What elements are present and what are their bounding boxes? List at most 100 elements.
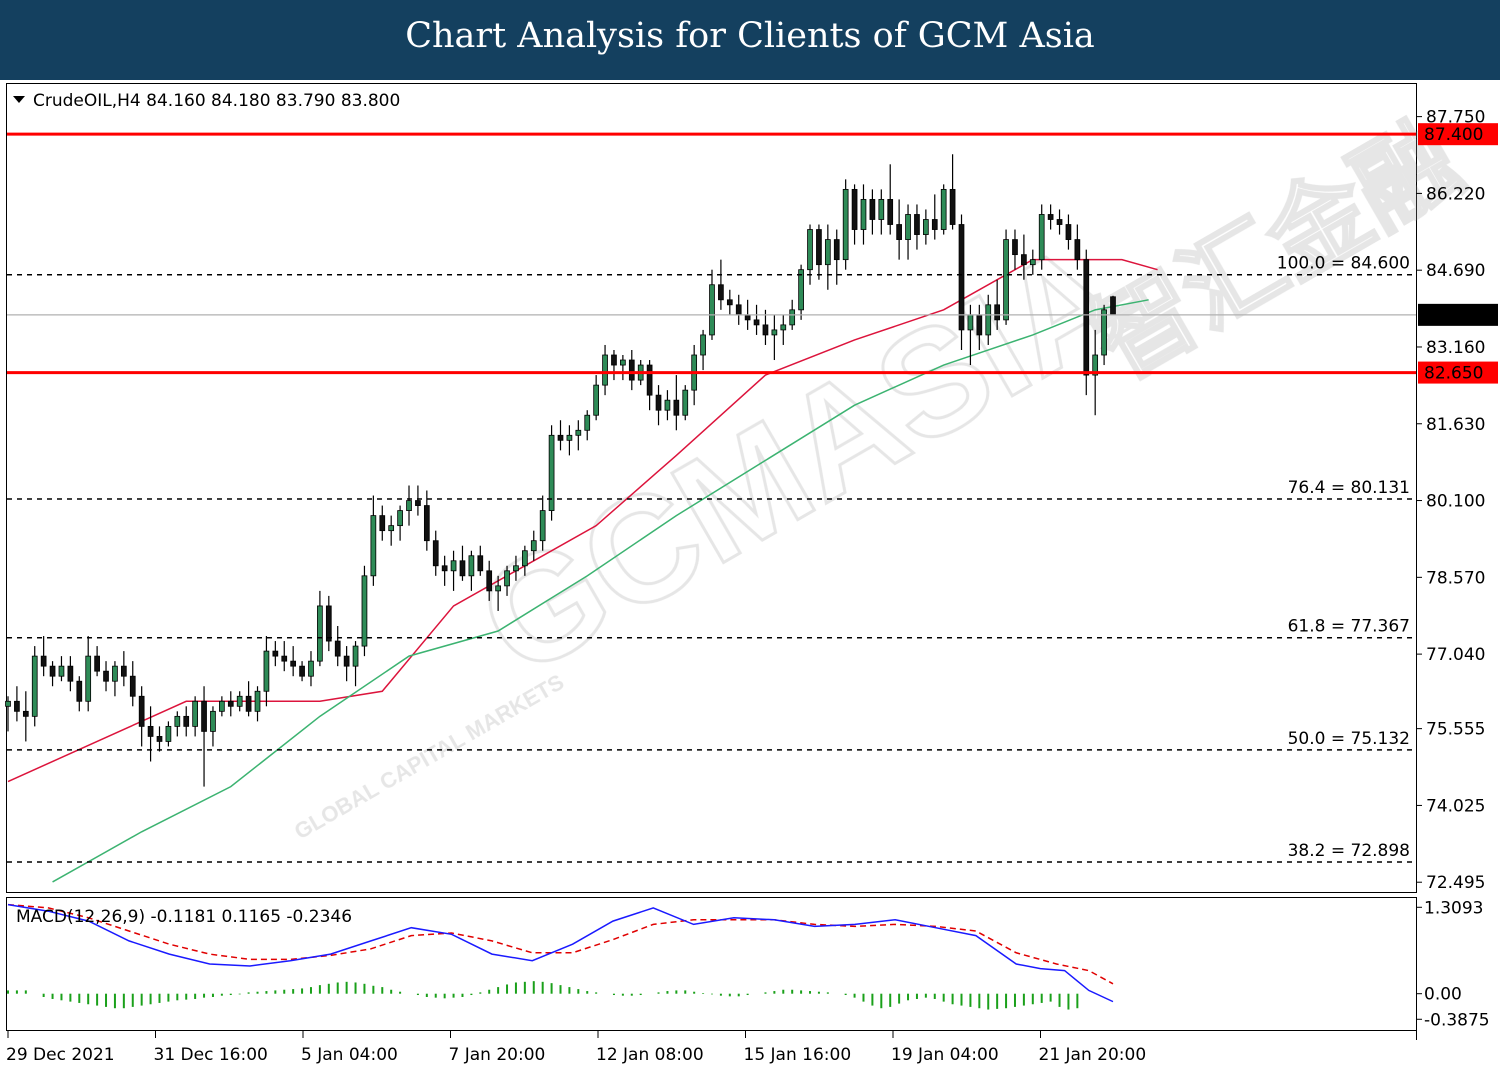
candle-bear[interactable]	[1110, 296, 1116, 316]
candle-bear[interactable]	[718, 284, 724, 301]
candle-bull[interactable]	[940, 188, 947, 230]
candle-bear[interactable]	[94, 655, 100, 672]
candle-bear[interactable]	[611, 354, 617, 366]
candle-bull[interactable]	[1101, 309, 1107, 356]
candle-bear[interactable]	[334, 640, 341, 657]
candles[interactable]	[5, 154, 1116, 787]
candle-bear[interactable]	[432, 540, 439, 567]
candle-bull[interactable]	[397, 510, 403, 527]
candle-bear[interactable]	[129, 675, 136, 697]
candle-bull[interactable]	[985, 304, 992, 336]
candle-bull[interactable]	[236, 695, 243, 707]
candle-bull[interactable]	[406, 500, 412, 511]
candle-bull[interactable]	[584, 414, 591, 431]
candle-bear[interactable]	[557, 434, 564, 441]
candle-bear[interactable]	[851, 188, 858, 230]
candle-bull[interactable]	[254, 690, 261, 712]
candle-bear[interactable]	[646, 364, 653, 396]
candle-bull[interactable]	[575, 429, 582, 436]
candle-bear[interactable]	[1074, 239, 1081, 261]
candle-bull[interactable]	[878, 199, 885, 220]
candle-bull[interactable]	[539, 510, 546, 542]
candle-bull[interactable]	[709, 284, 715, 336]
candle-bear[interactable]	[245, 695, 252, 712]
candle-bull[interactable]	[620, 359, 626, 366]
candle-bull[interactable]	[308, 660, 314, 677]
candle-bull[interactable]	[860, 199, 867, 230]
candle-bull[interactable]	[798, 269, 804, 311]
candle-bull[interactable]	[566, 434, 573, 441]
candle-bull[interactable]	[370, 515, 377, 577]
candle-bull[interactable]	[5, 700, 11, 707]
candle-bear[interactable]	[994, 304, 1001, 321]
candle-bear[interactable]	[1056, 219, 1063, 225]
chart-canvas[interactable]: GCMASIA 智汇金融 GLOBAL CAPITAL MARKETS 100.…	[0, 80, 1500, 1071]
candle-bear[interactable]	[299, 665, 305, 677]
candle-bear[interactable]	[76, 680, 83, 702]
candle-bear[interactable]	[816, 229, 822, 266]
candle-bear[interactable]	[22, 710, 29, 717]
candle-bull[interactable]	[352, 645, 359, 667]
candle-bear[interactable]	[281, 655, 288, 662]
candle-bull[interactable]	[504, 570, 510, 587]
candle-bear[interactable]	[441, 565, 448, 572]
candle-bull[interactable]	[1092, 354, 1099, 376]
candle-bull[interactable]	[771, 329, 778, 336]
candle-bear[interactable]	[887, 199, 894, 225]
candle-bear[interactable]	[735, 304, 742, 316]
candle-bull[interactable]	[682, 389, 689, 416]
candle-bull[interactable]	[1029, 259, 1036, 266]
candle-bull[interactable]	[530, 540, 537, 552]
candle-bear[interactable]	[486, 570, 493, 592]
candle-bear[interactable]	[49, 665, 56, 677]
candle-bear[interactable]	[227, 700, 234, 707]
candle-bear[interactable]	[762, 324, 769, 336]
candle-bull[interactable]	[1003, 239, 1009, 321]
candle-bull[interactable]	[548, 434, 555, 511]
candle-bull[interactable]	[513, 565, 519, 572]
candle-bull[interactable]	[700, 334, 706, 356]
candle-bear[interactable]	[958, 224, 965, 331]
candle-bear[interactable]	[120, 665, 127, 677]
candle-bear[interactable]	[976, 314, 983, 336]
candle-bear[interactable]	[896, 224, 902, 240]
candle-bull[interactable]	[905, 214, 911, 240]
candle-bull[interactable]	[219, 700, 225, 712]
candle-bear[interactable]	[477, 555, 484, 572]
candle-bear[interactable]	[183, 715, 190, 727]
candle-bear[interactable]	[156, 736, 163, 742]
candle-bull[interactable]	[450, 560, 457, 572]
candle-bull[interactable]	[317, 605, 323, 662]
candle-bull[interactable]	[468, 555, 475, 577]
candle-bear[interactable]	[325, 605, 332, 642]
candle-bear[interactable]	[931, 219, 938, 230]
candle-bull[interactable]	[1038, 214, 1045, 261]
candle-bear[interactable]	[40, 655, 47, 667]
candle-bear[interactable]	[272, 650, 279, 657]
candle-bull[interactable]	[174, 715, 181, 727]
candle-bear[interactable]	[147, 725, 154, 737]
candle-bull[interactable]	[824, 239, 831, 266]
candle-bear[interactable]	[67, 665, 74, 682]
candle-bull[interactable]	[664, 399, 671, 411]
candle-bull[interactable]	[58, 665, 65, 677]
candle-bear[interactable]	[1021, 254, 1027, 266]
candle-bear[interactable]	[1047, 214, 1054, 220]
candle-bear[interactable]	[1083, 259, 1090, 376]
candle-bear[interactable]	[655, 394, 662, 411]
candle-bear[interactable]	[379, 515, 386, 532]
candle-bull[interactable]	[780, 324, 787, 331]
candle-bear[interactable]	[14, 700, 20, 712]
candle-bull[interactable]	[593, 384, 599, 416]
candle-bear[interactable]	[103, 670, 109, 682]
candle-bull[interactable]	[192, 700, 198, 727]
candle-bull[interactable]	[923, 219, 929, 235]
candle-bull[interactable]	[112, 665, 118, 682]
candle-bear[interactable]	[1012, 239, 1018, 256]
candle-bear[interactable]	[201, 700, 207, 732]
candle-bear[interactable]	[753, 319, 760, 326]
candle-bear[interactable]	[726, 299, 733, 306]
candle-bull[interactable]	[210, 710, 216, 732]
candle-bear[interactable]	[869, 199, 876, 220]
candle-bull[interactable]	[807, 229, 813, 271]
